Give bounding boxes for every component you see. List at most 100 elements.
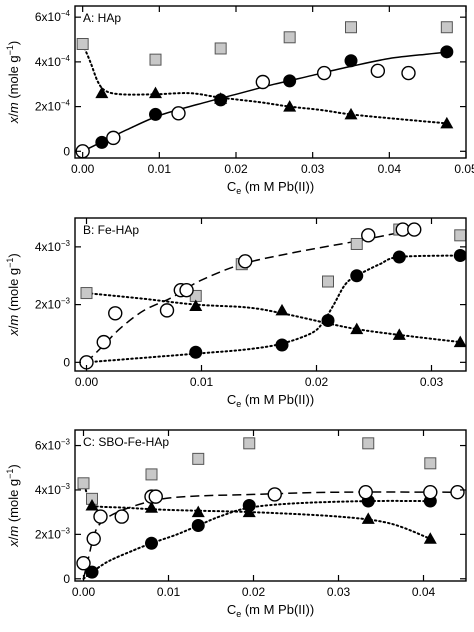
data-point-triangle <box>453 335 466 348</box>
data-point-square <box>454 229 466 242</box>
data-point-open-circle <box>96 334 111 350</box>
y-axis-label: x/m (mole g−1) <box>5 41 21 125</box>
data-point-triangle <box>283 100 297 112</box>
data-point-triangle <box>275 303 289 316</box>
data-point-open-circle <box>361 228 376 243</box>
plot-area <box>76 437 465 580</box>
data-point-open-circle <box>159 303 175 318</box>
x-tick-label: 0.03 <box>327 585 351 599</box>
x-tick-label: 0.03 <box>301 162 325 176</box>
data-point-square <box>362 437 375 450</box>
data-point-triangle <box>423 532 437 544</box>
data-point-filled-circle <box>85 565 99 579</box>
data-point-triangle <box>149 86 162 99</box>
data-point-filled-circle <box>275 338 289 352</box>
fit-curve-solid <box>82 51 451 152</box>
y-tick-label: 6x10−3 <box>35 438 71 453</box>
chart-panel-0: 0.00 0.01 0.02 0.03 0.04 0.05 0 2x10−4 4x10−4 6x1… <box>5 5 474 196</box>
y-axis-label: x/m (mole g−1) <box>5 253 21 337</box>
y-tick-label: 2x10−4 <box>35 99 71 114</box>
data-point-square <box>350 237 363 250</box>
fit-curve-dotted <box>85 292 462 344</box>
data-point-square <box>192 452 205 465</box>
data-point-filled-circle <box>321 313 335 327</box>
data-point-square <box>283 31 296 44</box>
panel-label: A: HAp <box>83 11 121 25</box>
x-tick-label: 0.02 <box>242 585 266 599</box>
fit-curve-dotted <box>82 499 432 580</box>
data-point-triangle <box>392 328 406 340</box>
plot-frame <box>74 429 467 582</box>
y-tick-label: 0 <box>63 144 70 158</box>
data-point-square <box>440 21 453 34</box>
fit-curve-dashed <box>85 228 415 363</box>
data-point-filled-circle <box>214 93 228 107</box>
data-point-filled-circle <box>350 269 364 283</box>
data-point-open-circle <box>237 254 253 269</box>
y-tick-label: 4x10−4 <box>35 54 71 69</box>
y-tick-label: 2x10−3 <box>35 297 71 312</box>
y-tick-label: 6x10−4 <box>35 9 71 24</box>
x-tick-label: 0.02 <box>305 375 329 389</box>
fit-curve-dotted <box>85 254 462 364</box>
chart-panel-2: 0.00 0.01 0.02 0.03 0.04 0 2x10−3 4x10−3 6x10−3 C… <box>5 429 467 619</box>
data-point-square <box>243 437 256 450</box>
x-tick-label: 0.00 <box>75 375 99 389</box>
data-point-filled-circle <box>191 518 205 532</box>
x-tick-label: 0.05 <box>454 162 474 176</box>
plot-frame <box>74 217 467 372</box>
plot-area <box>75 21 454 158</box>
data-point-open-circle <box>267 487 282 502</box>
data-point-open-circle <box>93 509 108 524</box>
data-point-open-circle <box>450 484 465 500</box>
data-point-open-circle <box>108 306 123 321</box>
y-tick-label: 0 <box>63 355 70 369</box>
data-point-open-circle <box>114 509 129 524</box>
y-tick-label: 4x10−3 <box>35 482 71 497</box>
data-point-open-circle <box>106 130 121 146</box>
panel-label: C: SBO-Fe-HAp <box>83 435 169 449</box>
data-point-open-circle <box>423 484 438 500</box>
data-point-open-circle <box>255 74 271 90</box>
data-point-filled-circle <box>392 250 406 264</box>
data-point-triangle <box>344 107 358 120</box>
data-point-square <box>424 457 437 470</box>
data-point-open-circle <box>358 484 373 500</box>
y-tick-label: 0 <box>63 572 70 586</box>
data-point-filled-circle <box>149 107 162 121</box>
data-point-open-circle <box>76 556 91 571</box>
data-point-filled-circle <box>242 499 256 512</box>
fit-curve-dotted <box>82 480 432 540</box>
y-axis-label: x/m (mole g−1) <box>5 464 21 548</box>
data-point-filled-circle <box>344 54 358 68</box>
data-point-square <box>149 53 162 66</box>
x-tick-label: 0.01 <box>157 585 181 599</box>
data-point-open-circle <box>407 222 422 237</box>
data-point-square <box>77 477 90 490</box>
data-point-triangle <box>350 322 364 335</box>
x-axis-label: Ce (m M Pb(II)) <box>227 602 314 619</box>
data-point-filled-circle <box>95 135 109 149</box>
data-point-triangle <box>189 299 203 312</box>
panel-label: B: Fe-HAp <box>83 223 139 237</box>
x-tick-label: 0.01 <box>190 375 214 389</box>
data-point-square <box>76 38 89 50</box>
x-tick-label: 0.03 <box>420 375 444 389</box>
data-point-square <box>345 21 357 34</box>
data-point-open-circle <box>86 531 101 547</box>
data-point-open-circle <box>316 65 332 81</box>
data-point-triangle <box>145 501 158 513</box>
y-tick-label: 2x10−3 <box>35 526 71 541</box>
data-point-open-circle <box>171 106 186 121</box>
data-point-filled-circle <box>145 536 158 550</box>
plot-frame <box>74 5 467 159</box>
data-point-filled-circle <box>440 45 454 59</box>
x-tick-label: 0.01 <box>148 162 172 176</box>
data-point-triangle <box>440 116 454 129</box>
x-axis-label: Ce (m M Pb(II)) <box>227 179 314 196</box>
x-tick-label: 0.04 <box>378 162 402 176</box>
x-tick-label: 0.02 <box>224 162 248 176</box>
data-point-square <box>322 275 334 288</box>
data-point-square <box>80 287 93 300</box>
x-tick-label: 0.00 <box>71 162 95 176</box>
